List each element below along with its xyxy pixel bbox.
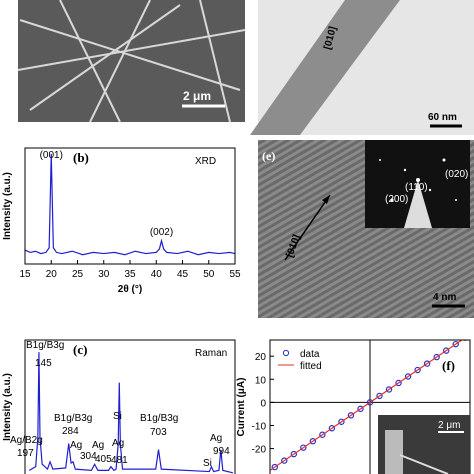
legend-label: fitted [300,361,322,372]
chart-title: Raman [195,348,227,359]
electrode [385,430,403,474]
peak-position: 284 [62,426,79,437]
peak-position: 304 [80,451,97,462]
data-point [366,399,374,406]
data-point [452,340,459,348]
nanowire [399,454,449,474]
hrtem-image: (e) [010] (020) (110) (200) 4 nm [258,140,474,318]
plot-area [270,340,470,474]
scale-bar-label: 2 μm [438,420,460,431]
peak-position: 481 [111,455,128,466]
y-tick-label: 20 [255,352,267,363]
peak-mode: Ag [92,440,104,451]
data-point [347,412,355,419]
peak-label: (002) [150,227,173,238]
data-point [319,431,326,438]
peak-position: 703 [150,427,167,438]
x-tick-label: 40 [151,269,163,280]
scale-bar-label: 60 nm [428,112,457,123]
data-point [423,360,431,367]
data-point [271,463,278,471]
data-point [395,379,402,387]
peak-mode: Si [113,411,122,422]
legend-label: data [300,349,320,360]
peak-position: 405 [95,454,112,465]
data-line [270,340,463,472]
y-tick-label: -10 [252,421,267,432]
x-tick-label: 30 [98,269,110,280]
y-tick-label: 0 [260,398,266,409]
x-tick-label: 35 [124,269,136,280]
peak-position: 197 [17,448,34,459]
x-tick-label: 55 [229,269,241,280]
peak-mode: Si [203,458,212,469]
peak-mode: Ag [70,440,82,451]
peak-mode: B1g/B3g [26,340,64,351]
plot-area [28,352,233,474]
sem-image: 2 μm [17,0,246,123]
x-axis-label: 2θ (°) [118,284,142,295]
x-tick-label: 20 [46,269,58,280]
peak-label: (001) [40,150,63,161]
panel-label: (c) [73,342,87,357]
data-point [300,444,307,451]
y-axis-label: Intensity (a.u.) [2,373,13,441]
data-line [25,153,235,256]
data-point [309,437,317,445]
x-tick-label: 15 [19,269,31,280]
data-point [281,457,288,464]
data-point [433,353,440,361]
chart-title: XRD [195,156,216,167]
data-point [404,373,412,380]
plot-frame [269,339,471,474]
legend-marker [282,349,290,357]
data-point [376,392,383,400]
x-tick-label: 50 [203,269,215,280]
scale-bar-label: 4 nm [433,292,456,303]
spot-label: (110) [405,182,428,193]
y-tick-label: -20 [252,445,267,456]
peak-mode: Ag [112,438,124,449]
scale-bar-label: 2 μm [183,89,211,103]
tem-image: [010] 60 nm [250,0,474,135]
spot-label: (200) [385,194,408,205]
data-point [385,386,393,393]
plot-area [25,153,235,256]
data-point [338,418,345,425]
peak-position: 994 [213,446,230,457]
peak-mode: Ag/B2g [10,435,43,446]
y-axis-label: Intensity (a.u.) [2,172,13,240]
peak-mode: Ag [210,433,222,444]
peak-position: 145 [35,358,52,369]
x-tick-label: 25 [72,269,84,280]
data-point [290,450,298,458]
y-tick-label: 10 [255,375,267,386]
panel-label: (f) [442,358,455,373]
x-tick-label: 45 [177,269,189,280]
peak-mode: B1g/B3g [140,413,178,424]
spot-label: (020) [445,169,468,180]
peak-mode: B1g/B3g [54,413,92,424]
data-line [28,352,233,474]
data-point [442,347,450,354]
data-point [357,405,364,413]
panel-label: (e) [262,149,275,163]
panel-label: (b) [73,150,89,165]
y-axis-label: Current (μA) [236,378,247,437]
plot-frame [24,339,236,474]
data-point [328,425,336,432]
data-point [414,366,421,374]
